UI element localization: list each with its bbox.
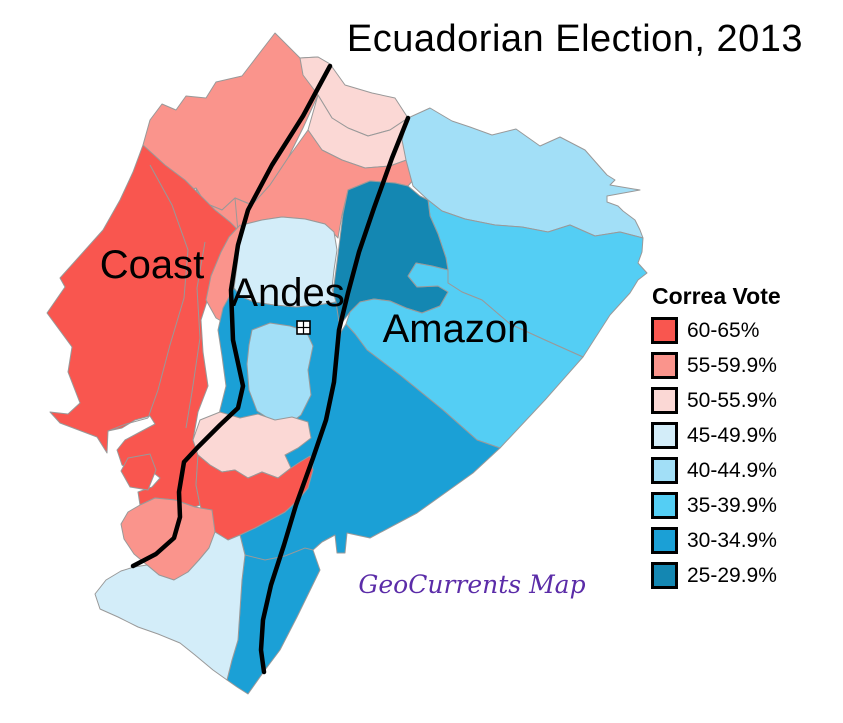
- coast-andes-line: [130, 63, 333, 569]
- province-border-coast-border-1: [147, 164, 189, 419]
- province-shape-region-12: [120, 453, 157, 491]
- legend-item-label: 25-29.9%: [687, 563, 777, 587]
- province-shape-region-10: [226, 323, 501, 695]
- region-label-andes: Andes: [231, 271, 344, 315]
- legend-item-label: 50-55.9%: [687, 388, 777, 412]
- legend-swatch-icon: [651, 457, 678, 484]
- legend-item-label: 30-34.9%: [687, 528, 777, 552]
- province-shape-region-16: [246, 322, 314, 426]
- province-border-coast-border-3: [107, 417, 149, 432]
- legend-swatch-icon: [651, 317, 678, 344]
- legend-swatch-icon: [651, 422, 678, 449]
- legend-item: 30-34.9%: [651, 527, 781, 554]
- legend-swatch-icon: [651, 352, 678, 379]
- legend-item: 50-55.9%: [651, 387, 781, 414]
- legend-item-label: 60-65%: [687, 318, 760, 342]
- legend-items: 60-65% 55-59.9% 50-55.9% 45-49.9% 40-44.9% 35…: [651, 317, 781, 589]
- watermark: GeoCurrents Map: [358, 570, 586, 599]
- legend-item: 35-39.9%: [651, 492, 781, 519]
- legend-item: 40-44.9%: [651, 457, 781, 484]
- legend-swatch-icon: [651, 387, 678, 414]
- legend-item-label: 35-39.9%: [687, 493, 777, 517]
- legend: Correa Vote 60-65% 55-59.9% 50-55.9% 45-49.…: [651, 283, 781, 597]
- legend-item-label: 55-59.9%: [687, 353, 777, 377]
- legend-item: 60-65%: [651, 317, 781, 344]
- province-border-coast-border-2: [185, 241, 206, 429]
- legend-swatch-icon: [651, 527, 678, 554]
- region-label-amazon: Amazon: [383, 307, 530, 351]
- legend-swatch-icon: [651, 492, 678, 519]
- legend-item: 25-29.9%: [651, 562, 781, 589]
- province-shape-region-20: [94, 531, 246, 681]
- legend-swatch-icon: [651, 562, 678, 589]
- legend-item: 55-59.9%: [651, 352, 781, 379]
- legend-item-label: 45-49.9%: [687, 423, 777, 447]
- page-title: Ecuadorian Election, 2013: [346, 18, 804, 60]
- region-label-coast: Coast: [100, 243, 205, 287]
- legend-item: 45-49.9%: [651, 422, 781, 449]
- legend-title: Correa Vote: [652, 283, 781, 309]
- andes-amazon-line: [258, 115, 411, 675]
- province-border-amazon-border-1: [244, 547, 314, 561]
- legend-item-label: 40-44.9%: [687, 458, 777, 482]
